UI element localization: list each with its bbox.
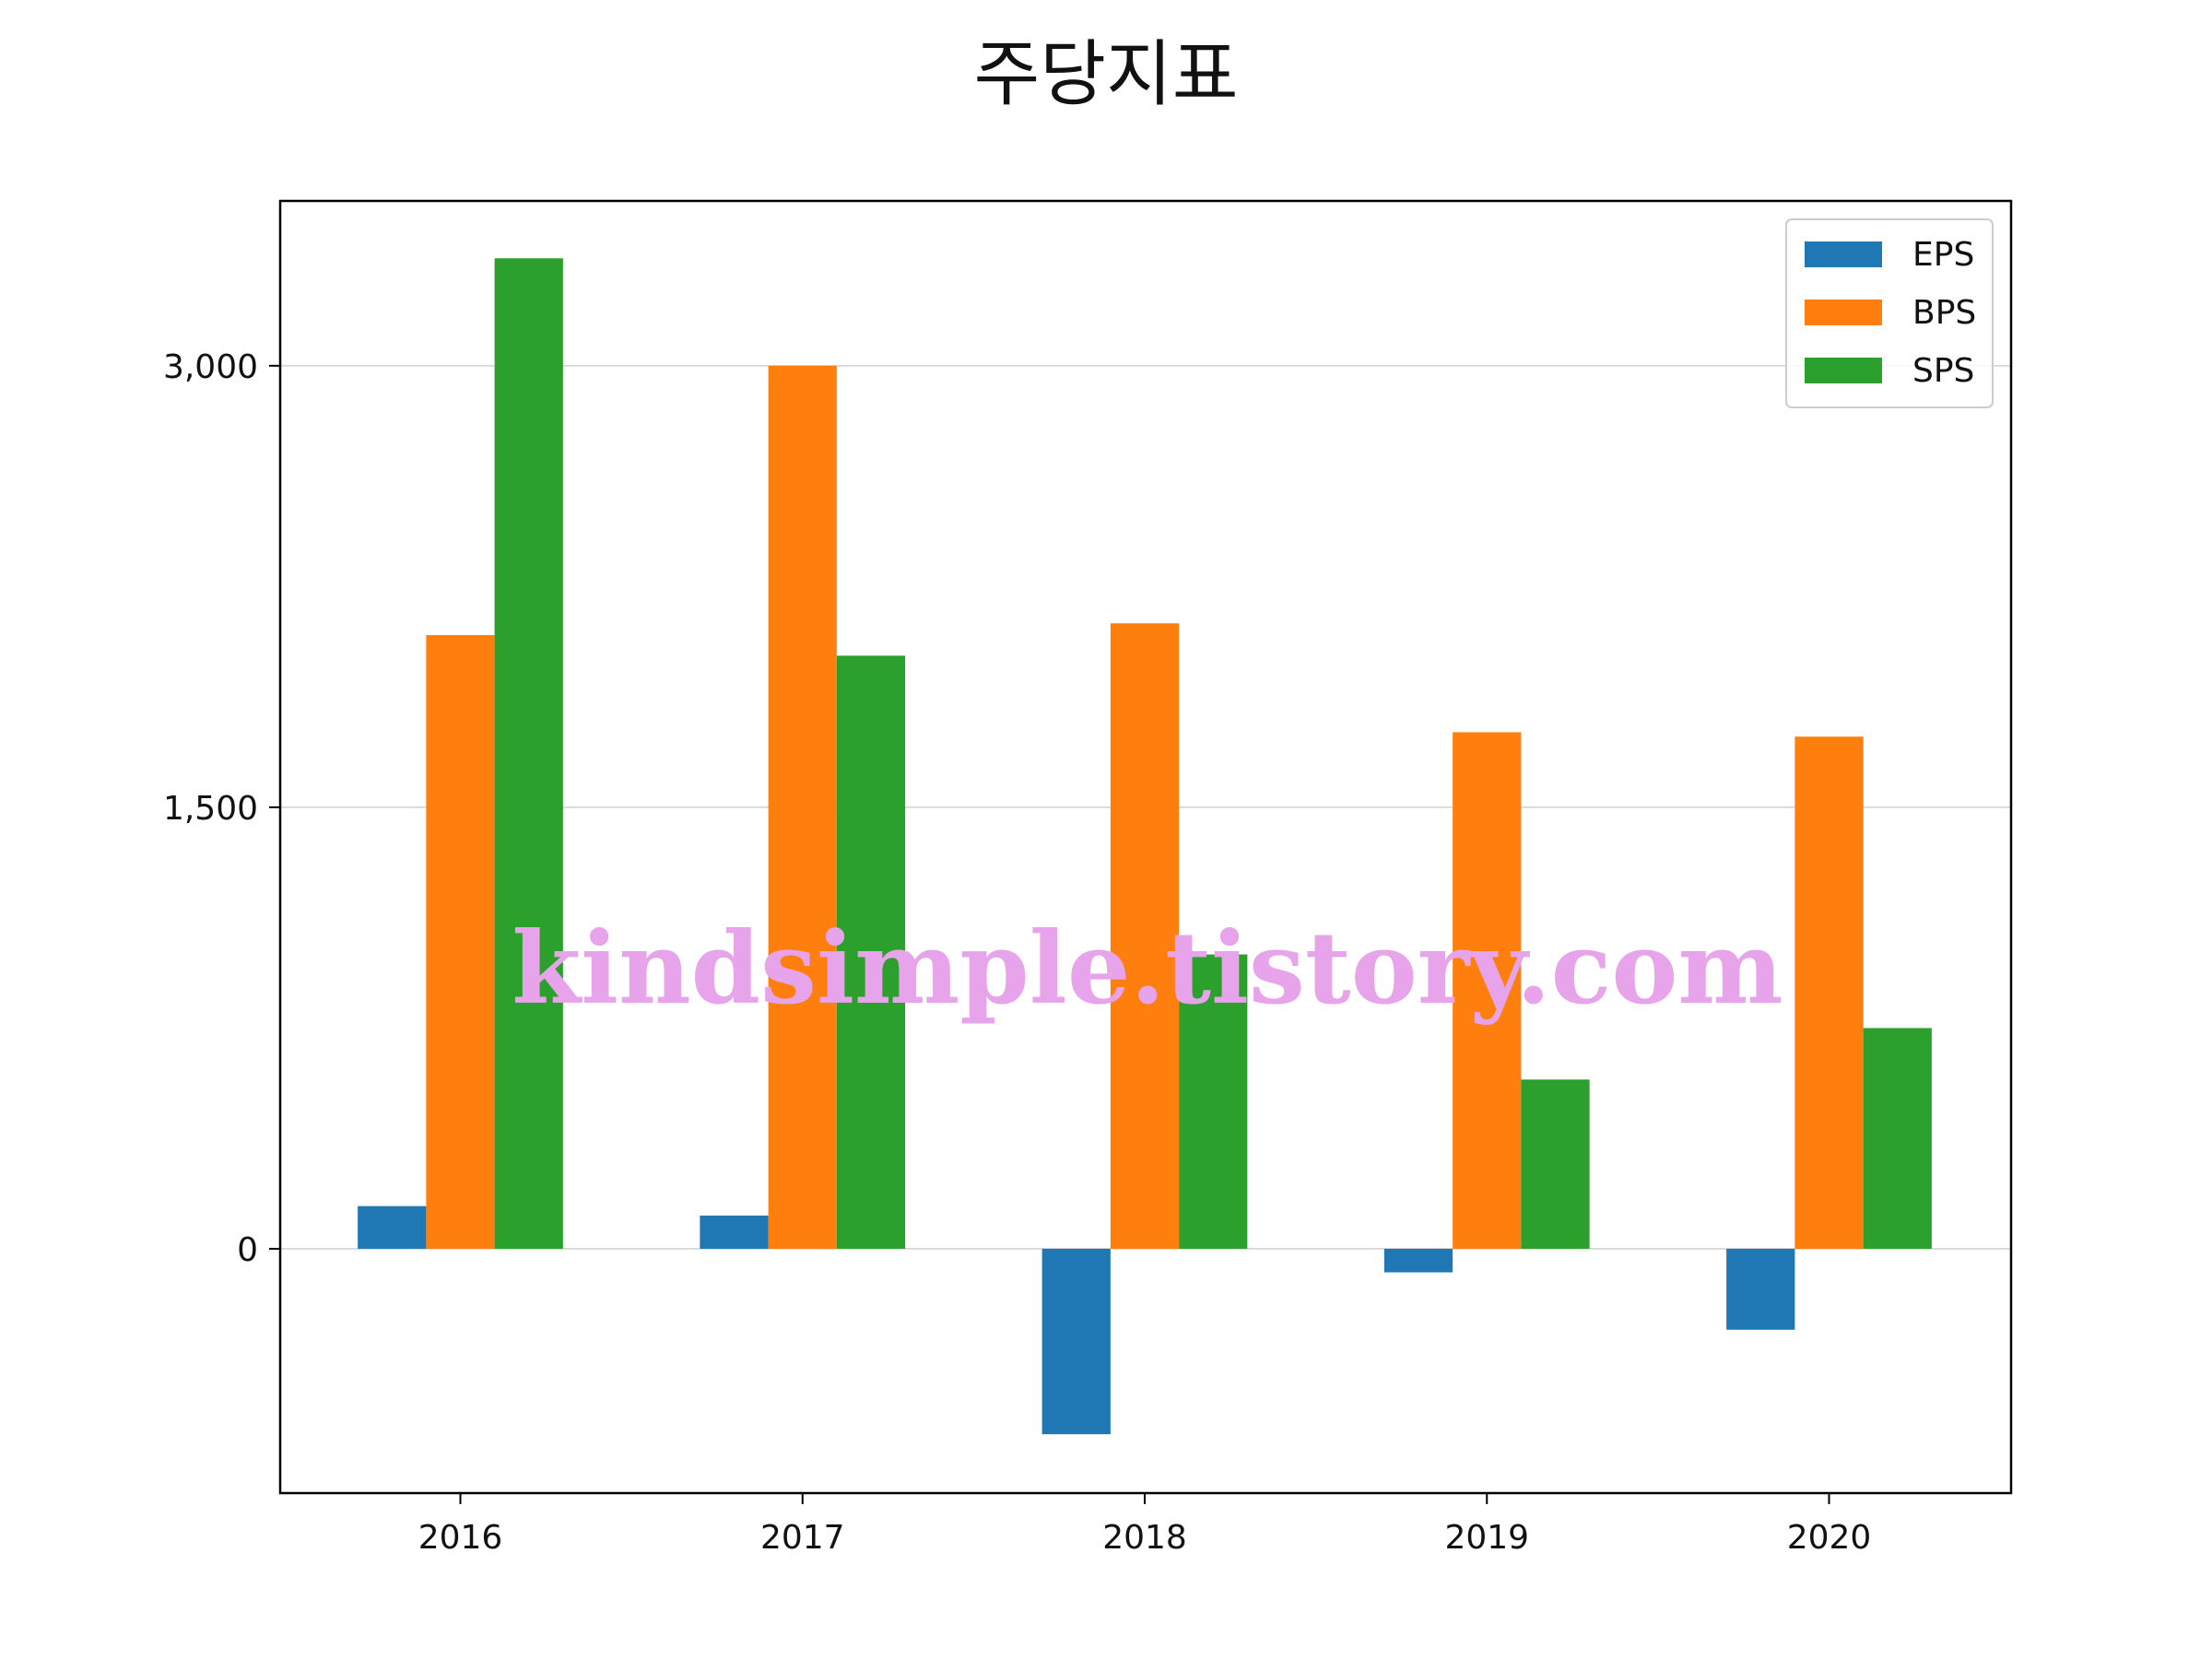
bar-bps-2018 (1110, 623, 1180, 1249)
y-tick-label: 3,000 (163, 348, 258, 386)
bar-eps-2020 (1726, 1248, 1795, 1330)
bar-eps-2019 (1383, 1248, 1453, 1273)
bar-sps-2017 (836, 655, 906, 1249)
x-tick-label: 2018 (1102, 1519, 1187, 1557)
legend-label-bps: BPS (1912, 294, 1976, 332)
bar-eps-2018 (1041, 1248, 1111, 1435)
bar-sps-2019 (1521, 1079, 1590, 1249)
legend: EPS BPS SPS (1785, 218, 1994, 408)
bars (358, 258, 1932, 1435)
y-tick-label: 1,500 (163, 790, 258, 828)
legend-swatch-sps (1805, 358, 1882, 383)
x-tick-label: 2016 (418, 1519, 503, 1557)
watermark-text: kindsimple.tistory.com (512, 911, 1783, 1027)
bar-sps-2018 (1179, 954, 1248, 1249)
bar-bps-2016 (426, 635, 495, 1249)
x-tick-label: 2019 (1444, 1519, 1529, 1557)
bar-bps-2020 (1794, 736, 1864, 1249)
x-tick-label: 2017 (760, 1519, 845, 1557)
chart-title: 주당지표 (973, 33, 1239, 116)
x-tick-label: 2020 (1787, 1519, 1872, 1557)
legend-swatch-eps (1805, 241, 1882, 267)
x-axis: 2016 2017 2018 2019 2020 (418, 1493, 1872, 1557)
bar-sps-2016 (494, 258, 563, 1249)
legend-swatch-bps (1805, 300, 1882, 325)
bar-bps-2019 (1453, 732, 1522, 1249)
y-axis: 0 1,500 3,000 (163, 348, 280, 1269)
bar-sps-2020 (1863, 1028, 1932, 1249)
y-tick-label: 0 (237, 1231, 258, 1269)
legend-label-eps: EPS (1912, 236, 1974, 274)
legend-label-sps: SPS (1912, 352, 1974, 390)
bar-eps-2017 (700, 1215, 769, 1249)
bar-bps-2017 (768, 365, 837, 1249)
bar-eps-2016 (358, 1206, 427, 1249)
